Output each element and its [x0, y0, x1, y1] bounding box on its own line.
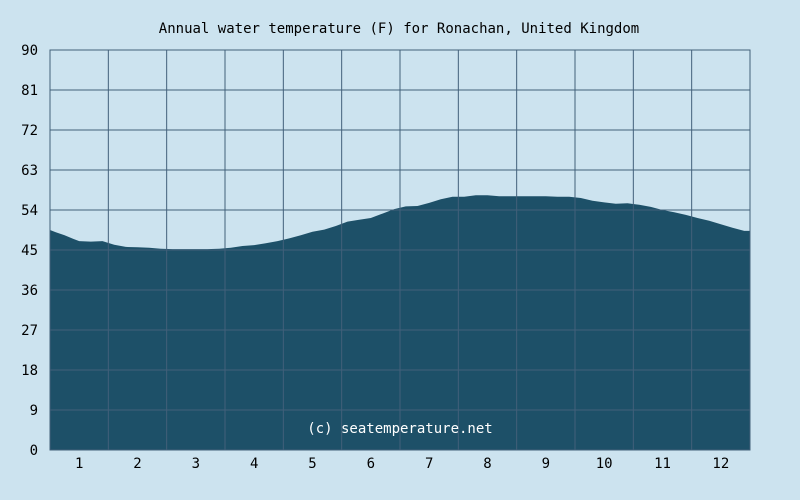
y-tick-label: 36: [21, 283, 38, 299]
y-tick-label: 90: [21, 43, 38, 59]
y-tick-label: 72: [21, 123, 38, 139]
x-tick-label: 4: [250, 456, 258, 472]
y-tick-label: 54: [21, 203, 38, 219]
chart-title: Annual water temperature (F) for Ronacha…: [159, 21, 639, 37]
y-tick-label: 27: [21, 323, 38, 339]
x-tick-label: 9: [542, 456, 550, 472]
x-tick-label: 6: [367, 456, 375, 472]
x-tick-label: 10: [596, 456, 613, 472]
x-tick-label: 7: [425, 456, 433, 472]
x-tick-label: 12: [712, 456, 729, 472]
x-tick-label: 1: [75, 456, 83, 472]
x-tick-label: 2: [133, 456, 141, 472]
y-tick-label: 63: [21, 163, 38, 179]
x-tick-label: 3: [192, 456, 200, 472]
watermark-text: (c) seatemperature.net: [307, 421, 492, 437]
y-tick-label: 9: [30, 403, 38, 419]
x-tick-label: 5: [308, 456, 316, 472]
y-tick-label: 45: [21, 243, 38, 259]
plot-border: [49, 49, 751, 451]
y-tick-label: 81: [21, 83, 38, 99]
grid-layer: [49, 49, 751, 451]
x-tick-label: 8: [483, 456, 491, 472]
y-tick-label: 0: [30, 443, 38, 459]
y-tick-label: 18: [21, 363, 38, 379]
x-tick-label: 11: [654, 456, 671, 472]
